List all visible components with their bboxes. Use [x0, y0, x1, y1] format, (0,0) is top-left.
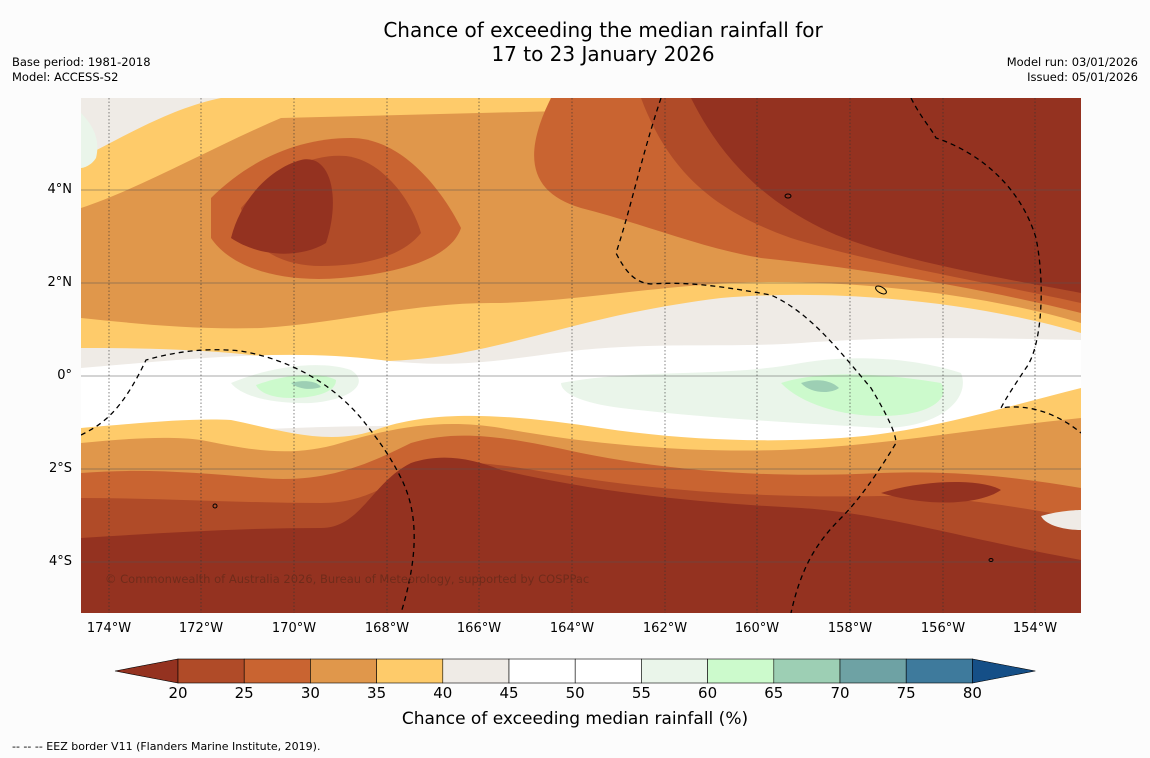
colorbar-extend-low	[114, 658, 179, 684]
band-65-70-east	[801, 380, 839, 393]
lon-label-172w: 172°W	[178, 621, 224, 636]
band-lt20-southeast-pocket	[881, 482, 1001, 503]
lon-label-174w: 174°W	[86, 621, 132, 636]
lat-label-0: 0°	[57, 368, 72, 383]
colorbar-tick-label: 25	[234, 684, 254, 702]
lon-label-166w: 166°W	[456, 621, 502, 636]
colorbar-segment	[442, 658, 510, 684]
meta-left: Base period: 1981-2018 Model: ACCESS-S2	[12, 55, 151, 85]
colorbar-tick-label: 50	[565, 684, 585, 702]
colorbar-tick-label: 35	[367, 684, 387, 702]
colorbar-tick-label: 65	[764, 684, 784, 702]
colorbar-tick-label: 55	[631, 684, 651, 702]
copyright-notice: © Commonwealth of Australia 2026, Bureau…	[105, 572, 590, 586]
lon-label-154w: 154°W	[1012, 621, 1058, 636]
colorbar-segment	[177, 658, 245, 684]
band-60-65-west	[256, 374, 336, 398]
colorbar-tick-label: 45	[499, 684, 519, 702]
lon-label-168w: 168°W	[364, 621, 410, 636]
band-55-60-northwest-edge	[81, 113, 98, 168]
model-name: Model: ACCESS-S2	[12, 70, 119, 84]
lon-label-156w: 156°W	[920, 621, 966, 636]
meta-right: Model run: 03/01/2026 Issued: 05/01/2026	[1007, 55, 1138, 85]
title-line-2: 17 to 23 January 2026	[491, 42, 715, 66]
title-line-1: Chance of exceeding the median rainfall …	[383, 18, 823, 42]
eez-footnote: -- -- -- EEZ border V11 (Flanders Marine…	[12, 740, 321, 753]
colorbar-segment	[376, 658, 444, 684]
band-65-70-west	[291, 381, 321, 389]
band-lt20-north-west	[231, 159, 333, 254]
band-lt20-north-east	[691, 98, 1081, 293]
colorbar-segment	[839, 658, 907, 684]
lon-label-162w: 162°W	[642, 621, 688, 636]
lat-label-4s: 4°S	[48, 554, 72, 569]
colorbar-tick-label: 80	[962, 684, 982, 702]
band-40-45-east-edge	[1041, 510, 1081, 530]
colorbar-tick-label: 70	[830, 684, 850, 702]
colorbar-segment	[310, 658, 377, 684]
colorbar	[114, 658, 1036, 684]
lon-label-160w: 160°W	[734, 621, 780, 636]
colorbar-extend-high	[972, 658, 1036, 684]
colorbar-segment	[508, 658, 576, 684]
latitude-lines	[81, 189, 1081, 563]
lon-label-170w: 170°W	[271, 621, 317, 636]
colorbar-segment	[773, 658, 841, 684]
lat-label-4n: 4°N	[47, 182, 73, 197]
chart-title: Chance of exceeding the median rainfall …	[0, 18, 1150, 66]
model-run: Model run: 03/01/2026	[1006, 55, 1138, 69]
colorbar-segment	[905, 658, 973, 684]
rainfall-map	[81, 98, 1081, 613]
eez-borders	[81, 98, 1081, 613]
lat-label-2s: 2°S	[48, 461, 72, 476]
colorbar-tick-label: 40	[433, 684, 453, 702]
lat-label-2n: 2°N	[47, 275, 73, 290]
colorbar-tick-label: 60	[698, 684, 718, 702]
lon-label-164w: 164°W	[549, 621, 595, 636]
colorbar-tick-label: 75	[896, 684, 916, 702]
colorbar-label: Chance of exceeding median rainfall (%)	[401, 709, 749, 729]
band-lt20-south	[81, 457, 1081, 613]
islands	[212, 193, 994, 562]
colorbar-segment	[243, 658, 311, 684]
colorbar-segment	[574, 658, 642, 684]
colorbar-tick-label: 20	[168, 684, 188, 702]
lon-label-158w: 158°W	[827, 621, 873, 636]
colorbar-tick-label: 30	[300, 684, 320, 702]
colorbar-segment	[707, 658, 775, 684]
base-period: Base period: 1981-2018	[12, 55, 151, 69]
colorbar-segment	[641, 658, 708, 684]
issued-date: Issued: 05/01/2026	[1027, 70, 1138, 84]
